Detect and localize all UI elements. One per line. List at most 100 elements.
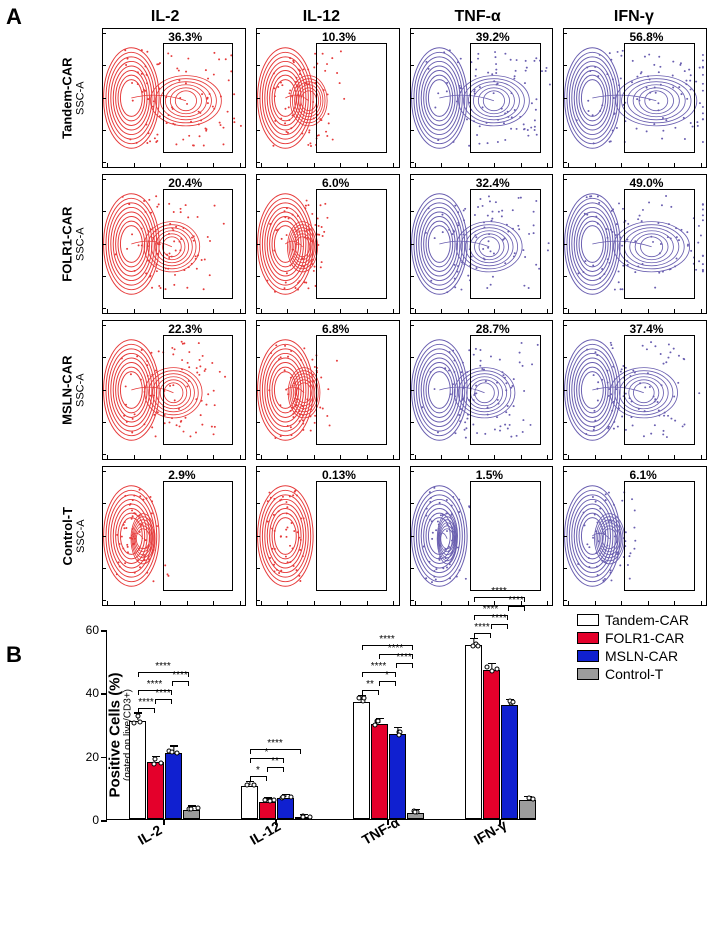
facs-plot: 22.3% — [102, 320, 246, 460]
bar — [259, 802, 276, 819]
facs-plot: 6.8% — [256, 320, 400, 460]
bar — [465, 645, 482, 819]
significance-bracket — [155, 699, 172, 704]
y-tick-label: 0 — [92, 813, 107, 827]
bar — [295, 817, 312, 819]
gate-box — [624, 189, 695, 299]
x-category-label: IFN-γ — [471, 817, 509, 848]
gate-box — [470, 481, 541, 591]
significance-label: **** — [138, 697, 154, 708]
gate-box — [470, 43, 541, 153]
significance-label: * — [256, 765, 260, 776]
significance-bracket — [138, 672, 189, 677]
row-label: MSLN-CARSSC-A — [56, 320, 92, 460]
gate-box — [316, 43, 387, 153]
col-header: TNF-α — [405, 8, 551, 28]
row-label: Tandem-CARSSC-A — [56, 28, 92, 168]
gate-percent: 32.4% — [476, 176, 510, 190]
legend-text: FOLR1-CAR — [605, 630, 684, 646]
data-point — [159, 761, 164, 766]
data-point — [188, 807, 193, 812]
data-point — [412, 809, 417, 814]
facs-plot: 28.7% — [410, 320, 554, 460]
facs-plot: 49.0% — [563, 174, 707, 314]
y-tick-label: 20 — [86, 750, 107, 764]
bar-chart: Positive Cells (%) (gated on live/CD3+) … — [106, 620, 536, 850]
significance-bracket — [362, 672, 396, 677]
facs-plot: 6.1% — [563, 466, 707, 606]
x-category-label: IL-12 — [247, 818, 283, 848]
y-tick-label: 40 — [86, 686, 107, 700]
facs-plot: 0.13% — [256, 466, 400, 606]
legend-swatch — [577, 614, 599, 626]
gate-percent: 28.7% — [476, 322, 510, 336]
gate-percent: 0.13% — [322, 468, 356, 482]
data-point — [252, 783, 257, 788]
legend-item: Control-T — [577, 666, 689, 682]
x-tick — [163, 819, 165, 825]
panel-b-label: B — [6, 642, 22, 668]
data-point — [489, 669, 494, 674]
data-point — [485, 664, 490, 669]
col-header: IL-12 — [248, 8, 394, 28]
gate-percent: 10.3% — [322, 30, 356, 44]
gate-box — [163, 481, 234, 591]
col-header: IFN-γ — [561, 8, 707, 28]
bar-group — [465, 645, 536, 819]
data-point — [361, 696, 366, 701]
bar — [371, 724, 388, 819]
panel-a-row: MSLN-CARSSC-A 22.3% 6.8% 28.7% 37.4% — [56, 320, 707, 460]
significance-label: ** — [366, 679, 374, 690]
facs-plot: 39.2% — [410, 28, 554, 168]
gate-box — [470, 189, 541, 299]
legend-swatch — [577, 668, 599, 680]
bar — [407, 813, 424, 819]
data-point — [280, 795, 285, 800]
gate-box — [163, 189, 234, 299]
data-point — [138, 720, 143, 725]
significance-bracket — [267, 767, 284, 772]
significance-bracket — [474, 633, 491, 638]
panel-a-row: Control-TSSC-A 2.9% 0.13% 1.5%6.1% — [56, 466, 707, 606]
data-point — [289, 794, 294, 799]
gate-percent: 20.4% — [168, 176, 202, 190]
data-point — [152, 761, 157, 766]
gate-box — [163, 335, 234, 445]
bar — [241, 786, 258, 819]
facs-plot: 32.4% — [410, 174, 554, 314]
bar-group — [129, 721, 200, 819]
bar — [389, 734, 406, 820]
panel-a-row: Tandem-CARSSC-A36.3%10.3%39.2%56.8% — [56, 28, 707, 168]
facs-plot: 2.9% — [102, 466, 246, 606]
plot-area: 0204060IL-2********************IL-12****… — [106, 630, 536, 820]
significance-label: **** — [491, 586, 507, 597]
gate-percent: 39.2% — [476, 30, 510, 44]
bar — [519, 800, 536, 819]
data-point — [136, 714, 141, 719]
data-point — [307, 814, 312, 819]
legend-swatch — [577, 650, 599, 662]
significance-bracket — [379, 681, 396, 686]
facs-plot: 1.5% — [410, 466, 554, 606]
bar — [277, 798, 294, 819]
data-point — [476, 644, 481, 649]
bar — [501, 705, 518, 819]
bar — [165, 753, 182, 820]
significance-label: **** — [474, 622, 490, 633]
row-label: Control-TSSC-A — [56, 466, 92, 606]
legend-item: Tandem-CAR — [577, 612, 689, 628]
significance-bracket — [138, 708, 155, 713]
gate-percent: 22.3% — [168, 322, 202, 336]
bar — [147, 762, 164, 819]
legend-text: Control-T — [605, 666, 663, 682]
legend-text: MSLN-CAR — [605, 648, 678, 664]
gate-percent: 2.9% — [168, 468, 195, 482]
data-point — [494, 667, 499, 672]
gate-percent: 6.0% — [322, 176, 349, 190]
gate-percent: 37.4% — [629, 322, 663, 336]
bar-group — [241, 786, 312, 819]
facs-plot: 56.8% — [563, 28, 707, 168]
significance-label: **** — [147, 679, 163, 690]
significance-bracket — [491, 624, 508, 629]
significance-label: **** — [371, 661, 387, 672]
